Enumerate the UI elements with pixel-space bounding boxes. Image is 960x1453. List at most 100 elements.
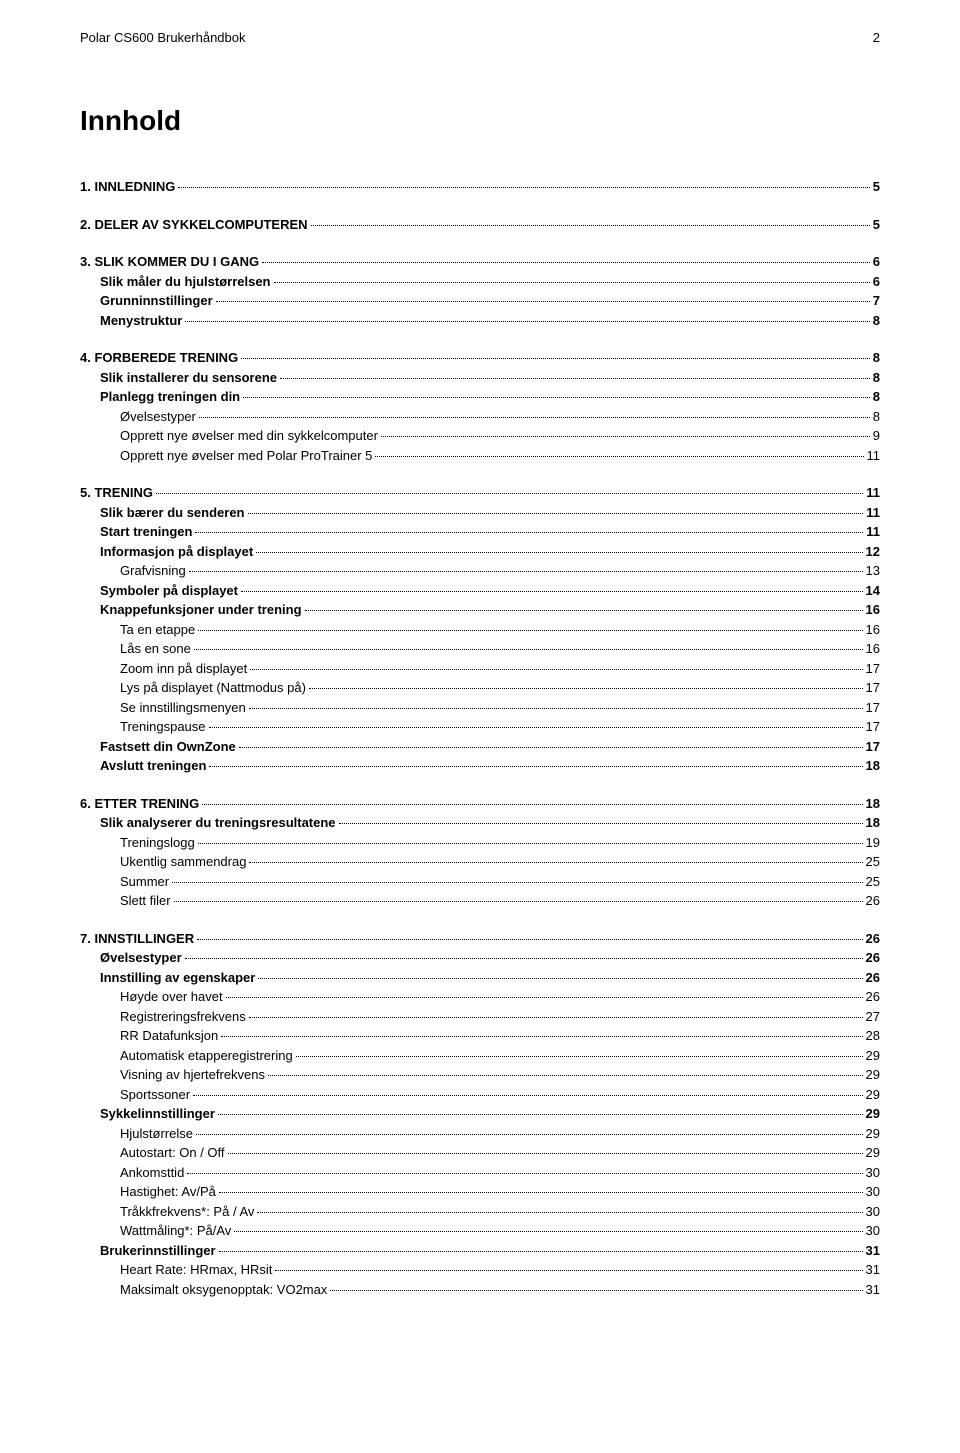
toc-page: 29 — [866, 1124, 880, 1144]
toc-label: Summer — [120, 872, 169, 892]
toc-dots — [178, 187, 869, 188]
toc-label: Symboler på displayet — [100, 581, 238, 601]
toc-row: Heart Rate: HRmax, HRsit 31 — [80, 1260, 880, 1280]
toc-page: 5 — [873, 177, 880, 197]
toc-page: 12 — [866, 542, 880, 562]
toc-dots — [226, 997, 863, 998]
toc-row: Slik måler du hjulstørrelsen 6 — [80, 272, 880, 292]
toc-dots — [280, 378, 870, 379]
toc-page: 30 — [866, 1221, 880, 1241]
toc-dots — [311, 225, 870, 226]
toc-dots — [309, 688, 863, 689]
toc-label: Slik installerer du sensorene — [100, 368, 277, 388]
toc-section: 3. SLIK KOMMER DU I GANG 6Slik måler du … — [80, 252, 880, 330]
toc-page: 6 — [873, 252, 880, 272]
toc-row: Ukentlig sammendrag 25 — [80, 852, 880, 872]
page-header: Polar CS600 Brukerhåndbok 2 — [80, 30, 880, 45]
toc-row: Informasjon på displayet 12 — [80, 542, 880, 562]
toc-dots — [274, 282, 870, 283]
toc-dots — [268, 1075, 863, 1076]
toc-page: 30 — [866, 1182, 880, 1202]
toc-dots — [381, 436, 870, 437]
toc-page: 29 — [866, 1046, 880, 1066]
toc-dots — [375, 456, 863, 457]
toc-row: RR Datafunksjon 28 — [80, 1026, 880, 1046]
toc-row: 2. DELER AV SYKKELCOMPUTEREN 5 — [80, 215, 880, 235]
toc-label: Sportssoner — [120, 1085, 190, 1105]
toc-label: Treningslogg — [120, 833, 195, 853]
toc-page: 26 — [866, 929, 880, 949]
toc-row: Grafvisning 13 — [80, 561, 880, 581]
toc-label: 2. DELER AV SYKKELCOMPUTEREN — [80, 215, 308, 235]
toc-row: Lås en sone 16 — [80, 639, 880, 659]
toc-dots — [239, 747, 863, 748]
toc-dots — [249, 1017, 863, 1018]
toc-dots — [296, 1056, 863, 1057]
toc-label: 1. INNLEDNING — [80, 177, 175, 197]
toc-dots — [199, 417, 870, 418]
toc-label: Slik måler du hjulstørrelsen — [100, 272, 271, 292]
toc-label: Sykkelinnstillinger — [100, 1104, 215, 1124]
toc-label: Ta en etappe — [120, 620, 195, 640]
toc-label: Øvelsestyper — [120, 407, 196, 427]
toc-page: 28 — [866, 1026, 880, 1046]
toc-label: Innstilling av egenskaper — [100, 968, 255, 988]
toc-page: 18 — [866, 756, 880, 776]
toc-page: 11 — [867, 446, 881, 466]
toc-page: 29 — [866, 1085, 880, 1105]
toc-row: Hastighet: Av/På 30 — [80, 1182, 880, 1202]
toc-page: 11 — [866, 503, 880, 523]
toc-row: Sykkelinnstillinger 29 — [80, 1104, 880, 1124]
toc-page: 16 — [866, 620, 880, 640]
toc-dots — [221, 1036, 862, 1037]
toc-label: Autostart: On / Off — [120, 1143, 225, 1163]
toc-label: Automatisk etapperegistrering — [120, 1046, 293, 1066]
toc-dots — [219, 1251, 863, 1252]
toc-dots — [258, 978, 862, 979]
toc-dots — [256, 552, 862, 553]
toc-row: Ta en etappe 16 — [80, 620, 880, 640]
toc-page: 7 — [873, 291, 880, 311]
toc-section: 6. ETTER TRENING 18Slik analyserer du tr… — [80, 794, 880, 911]
toc-dots — [174, 901, 863, 902]
toc-dots — [156, 493, 863, 494]
toc-page: 8 — [873, 407, 880, 427]
toc-row: Automatisk etapperegistrering 29 — [80, 1046, 880, 1066]
toc-page: 29 — [866, 1143, 880, 1163]
toc-page: 5 — [873, 215, 880, 235]
table-of-contents: 1. INNLEDNING 52. DELER AV SYKKELCOMPUTE… — [80, 177, 880, 1299]
toc-row: 5. TRENING 11 — [80, 483, 880, 503]
toc-dots — [339, 823, 863, 824]
toc-dots — [216, 301, 870, 302]
toc-page: 11 — [866, 522, 880, 542]
toc-row: Knappefunksjoner under trening 16 — [80, 600, 880, 620]
toc-dots — [262, 262, 870, 263]
toc-dots — [275, 1270, 862, 1271]
toc-row: Slett filer 26 — [80, 891, 880, 911]
toc-label: 5. TRENING — [80, 483, 153, 503]
toc-label: Fastsett din OwnZone — [100, 737, 236, 757]
toc-row: Treningspause 17 — [80, 717, 880, 737]
toc-label: Ukentlig sammendrag — [120, 852, 246, 872]
toc-page: 6 — [873, 272, 880, 292]
toc-page: 14 — [866, 581, 880, 601]
toc-row: Registreringsfrekvens 27 — [80, 1007, 880, 1027]
toc-dots — [198, 843, 863, 844]
toc-row: Fastsett din OwnZone 17 — [80, 737, 880, 757]
toc-dots — [209, 727, 863, 728]
toc-page: 27 — [866, 1007, 880, 1027]
toc-row: Sportssoner 29 — [80, 1085, 880, 1105]
toc-dots — [243, 397, 870, 398]
toc-dots — [196, 1134, 863, 1135]
toc-dots — [250, 669, 862, 670]
toc-label: RR Datafunksjon — [120, 1026, 218, 1046]
toc-page: 26 — [866, 987, 880, 1007]
toc-row: 6. ETTER TRENING 18 — [80, 794, 880, 814]
toc-label: Slett filer — [120, 891, 171, 911]
toc-row: Høyde over havet 26 — [80, 987, 880, 1007]
toc-page: 18 — [866, 794, 880, 814]
toc-label: Se innstillingsmenyen — [120, 698, 246, 718]
toc-label: Registreringsfrekvens — [120, 1007, 246, 1027]
toc-row: Slik bærer du senderen 11 — [80, 503, 880, 523]
toc-page: 31 — [866, 1260, 880, 1280]
